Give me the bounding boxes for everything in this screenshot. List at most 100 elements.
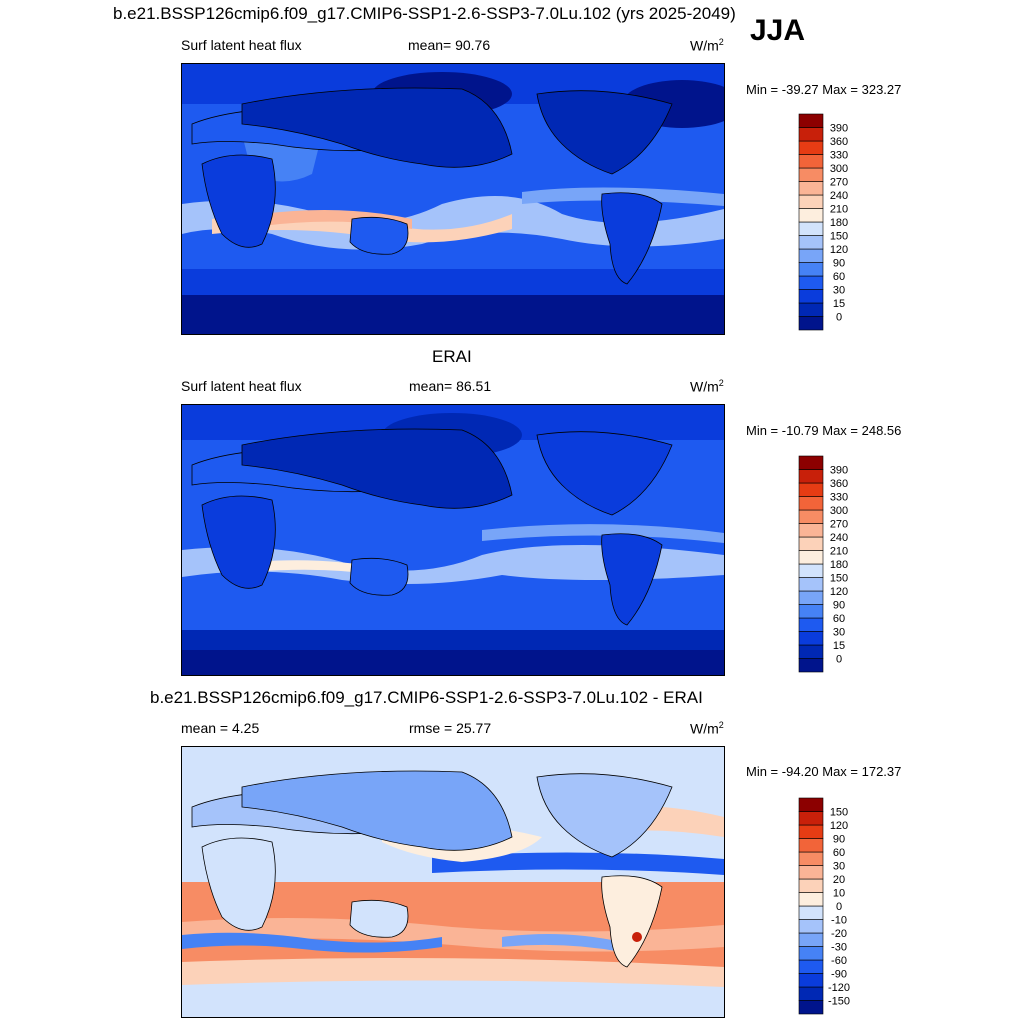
colorbar-swatch — [798, 1000, 824, 1015]
colorbar-swatch — [798, 208, 824, 223]
colorbar-swatch — [798, 496, 824, 511]
colorbar-tick-label: 15 — [833, 640, 845, 652]
panel3-rmse-label: rmse = 25.77 — [409, 720, 492, 736]
colorbar-swatch — [798, 631, 824, 646]
colorbar-swatch — [798, 469, 824, 484]
colorbar-tick-label: 0 — [836, 312, 842, 324]
colorbar-tick-label: 0 — [836, 654, 842, 666]
colorbar-tick-label: 180 — [830, 217, 848, 229]
panel2-colorbar: 0 15 30 60 90 120 150 180 210 240 270 300 330 360 390 — [798, 455, 859, 673]
colorbar-swatch — [798, 590, 824, 605]
colorbar-tick-label: 60 — [833, 847, 845, 859]
colorbar-swatch — [798, 604, 824, 619]
colorbar-swatch — [798, 113, 824, 128]
colorbar-swatch — [798, 262, 824, 277]
colorbar-tick-label: 150 — [830, 807, 848, 819]
panel1-map — [181, 63, 725, 335]
panel2-units-label: W/m2 — [690, 378, 724, 395]
colorbar-swatch — [798, 973, 824, 988]
colorbar-swatch — [798, 865, 824, 880]
colorbar-swatch — [798, 617, 824, 632]
colorbar-swatch — [798, 824, 824, 839]
colorbar-swatch — [798, 658, 824, 673]
colorbar-tick-label: 330 — [830, 150, 848, 162]
panel2-map — [181, 404, 725, 676]
colorbar-tick-label: 390 — [830, 123, 848, 135]
colorbar-tick-label: 90 — [833, 258, 845, 270]
colorbar-swatch — [798, 289, 824, 304]
colorbar-swatch — [798, 235, 824, 250]
colorbar-tick-label: 270 — [830, 177, 848, 189]
panel3-minmax-label: Min = -94.20 Max = 172.37 — [746, 764, 902, 779]
colorbar-swatch — [798, 275, 824, 290]
panel2-variable-label: Surf latent heat flux — [181, 378, 302, 394]
colorbar-tick-label: 120 — [830, 586, 848, 598]
colorbar-swatch — [798, 167, 824, 182]
colorbar-tick-label: -10 — [831, 915, 847, 927]
colorbar-swatch — [798, 140, 824, 155]
colorbar-tick-label: 180 — [830, 559, 848, 571]
colorbar-tick-label: 150 — [830, 231, 848, 243]
panel2-minmax-label: Min = -10.79 Max = 248.56 — [746, 423, 902, 438]
colorbar-swatch — [798, 455, 824, 470]
colorbar-swatch — [798, 563, 824, 578]
colorbar-tick-label: 300 — [830, 163, 848, 175]
colorbar-swatch — [798, 946, 824, 961]
colorbar-swatch — [798, 919, 824, 934]
colorbar-swatch — [798, 248, 824, 263]
colorbar-swatch — [798, 181, 824, 196]
colorbar-tick-label: 30 — [833, 627, 845, 639]
panel3-colorbar: -150 -120 -90 -60 -30 -20 -10 0 10 20 30 60 90 120 150 — [798, 797, 859, 1015]
panel3-map — [181, 746, 725, 1018]
panel3-units-label: W/m2 — [690, 720, 724, 737]
panel1-minmax-label: Min = -39.27 Max = 323.27 — [746, 82, 902, 97]
colorbar-tick-label: 330 — [830, 492, 848, 504]
colorbar-swatch — [798, 127, 824, 142]
colorbar-swatch — [798, 194, 824, 209]
colorbar-tick-label: 240 — [830, 190, 848, 202]
colorbar-swatch — [798, 536, 824, 551]
figure-title: b.e21.BSSP126cmip6.f09_g17.CMIP6-SSP1-2.… — [113, 4, 736, 23]
colorbar-swatch — [798, 932, 824, 947]
colorbar-tick-label: -150 — [828, 996, 850, 1008]
season-label: JJA — [750, 14, 806, 47]
colorbar-tick-label: 30 — [833, 285, 845, 297]
colorbar-tick-label: -90 — [831, 969, 847, 981]
colorbar-tick-label: -30 — [831, 942, 847, 954]
panel1-colorbar: 0 15 30 60 90 120 150 180 210 240 270 300 330 360 390 — [798, 113, 859, 331]
colorbar-swatch — [798, 838, 824, 853]
colorbar-tick-label: 150 — [830, 573, 848, 585]
colorbar-tick-label: 210 — [830, 204, 848, 216]
colorbar-swatch — [798, 482, 824, 497]
panel2-mean-label: mean= 86.51 — [409, 378, 492, 394]
colorbar-tick-label: -120 — [828, 982, 850, 994]
panel1-units-label: W/m2 — [690, 37, 724, 54]
panel3-title: b.e21.BSSP126cmip6.f09_g17.CMIP6-SSP1-2.… — [150, 688, 703, 707]
colorbar-swatch — [798, 851, 824, 866]
colorbar-swatch — [798, 878, 824, 893]
colorbar-swatch — [798, 644, 824, 659]
colorbar-tick-label: 20 — [833, 874, 845, 886]
colorbar-tick-label: -20 — [831, 928, 847, 940]
colorbar-tick-label: 360 — [830, 136, 848, 148]
colorbar-tick-label: 15 — [833, 298, 845, 310]
colorbar-swatch — [798, 302, 824, 317]
panel2-title: ERAI — [432, 347, 472, 366]
colorbar-swatch — [798, 550, 824, 565]
colorbar-tick-label: 90 — [833, 834, 845, 846]
colorbar-swatch — [798, 811, 824, 826]
colorbar-swatch — [798, 577, 824, 592]
colorbar-swatch — [798, 892, 824, 907]
colorbar-swatch — [798, 986, 824, 1001]
colorbar-tick-label: 270 — [830, 519, 848, 531]
colorbar-swatch — [798, 959, 824, 974]
colorbar-tick-label: 120 — [830, 244, 848, 256]
colorbar-swatch — [798, 523, 824, 538]
colorbar-swatch — [798, 797, 824, 812]
colorbar-tick-label: 360 — [830, 478, 848, 490]
panel1-variable-label: Surf latent heat flux — [181, 37, 302, 53]
panel3-mean-label: mean = 4.25 — [181, 720, 260, 736]
panel1-mean-label: mean= 90.76 — [408, 37, 491, 53]
